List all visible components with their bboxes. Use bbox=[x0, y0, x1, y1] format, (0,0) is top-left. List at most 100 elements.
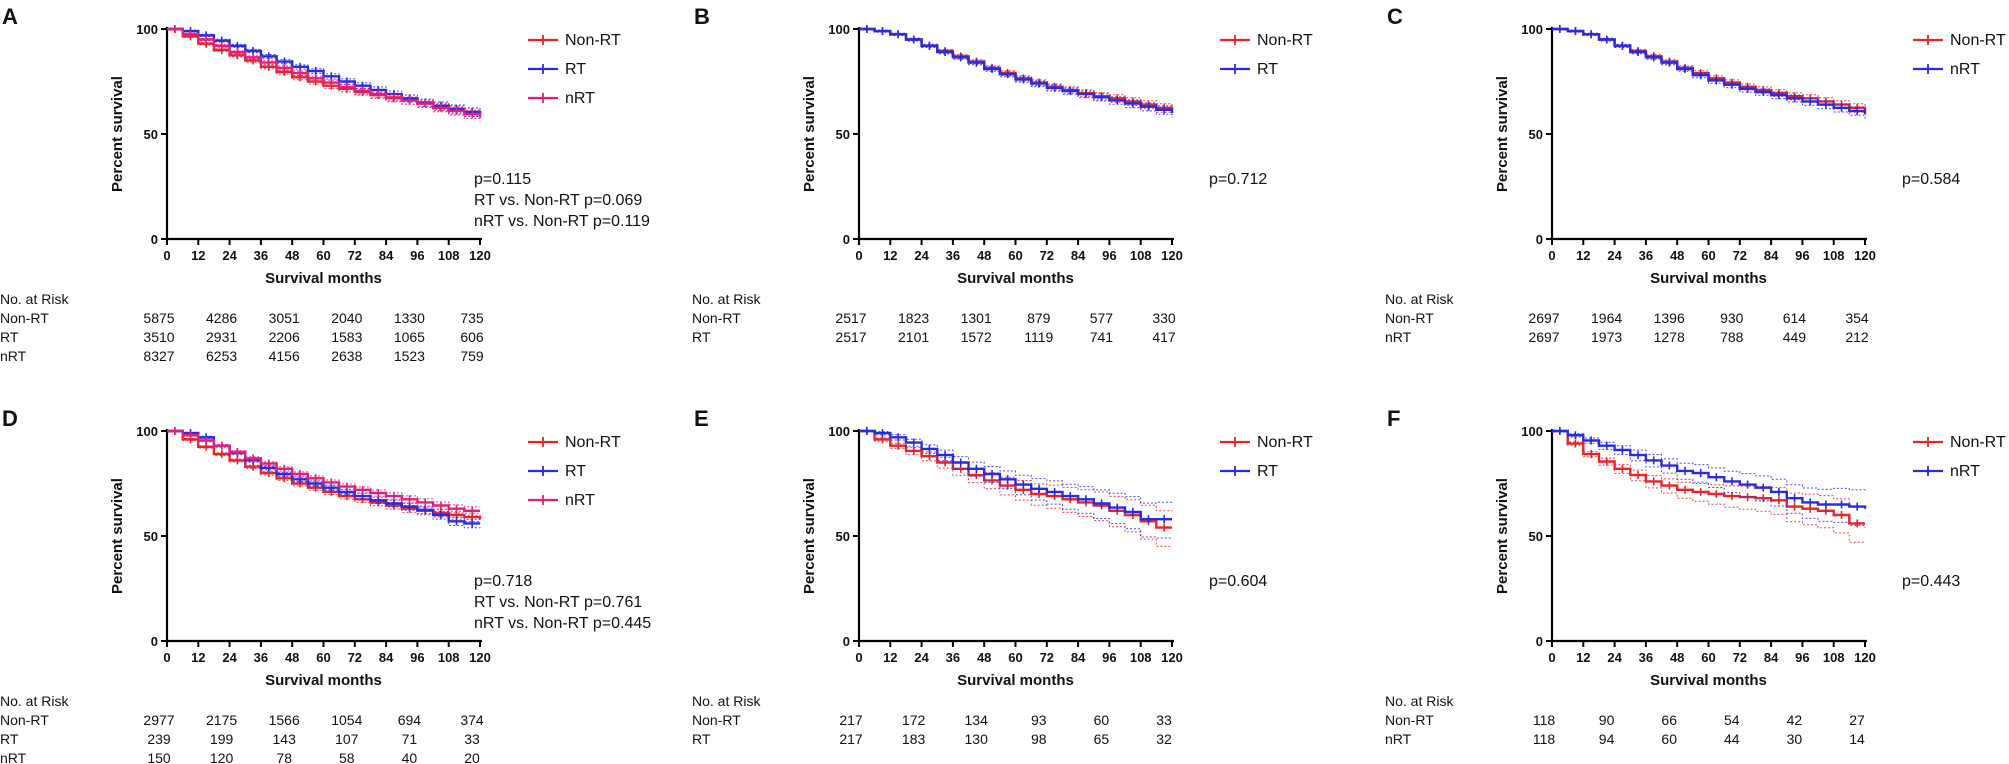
x-tick-label: 36 bbox=[254, 650, 268, 665]
risk-value: 90 bbox=[1599, 712, 1615, 728]
risk-value: 217 bbox=[839, 712, 863, 728]
ci-upper-non-rt bbox=[1552, 28, 1866, 107]
risk-value: 374 bbox=[460, 712, 484, 728]
risk-value: 130 bbox=[965, 731, 989, 747]
risk-value: 4286 bbox=[206, 310, 237, 326]
x-tick-label: 24 bbox=[222, 650, 237, 665]
risk-table-header: No. at Risk bbox=[692, 291, 761, 307]
risk-value: 172 bbox=[902, 712, 926, 728]
risk-value: 71 bbox=[402, 731, 418, 747]
risk-value: 449 bbox=[1783, 329, 1807, 345]
x-tick-label: 120 bbox=[1854, 248, 1876, 263]
risk-value: 2040 bbox=[331, 310, 362, 326]
risk-value: 694 bbox=[398, 712, 422, 728]
series-non-rt bbox=[1552, 427, 1866, 543]
risk-table-header: No. at Risk bbox=[1385, 693, 1454, 709]
legend-label: Non-RT bbox=[565, 32, 621, 49]
risk-value: 58 bbox=[339, 750, 355, 764]
ci-lower-rt bbox=[859, 29, 1173, 118]
panel-label: F bbox=[1387, 406, 1400, 431]
risk-row-label: RT bbox=[0, 731, 19, 747]
risk-value: 120 bbox=[210, 750, 234, 764]
y-axis-title: Percent survival bbox=[109, 478, 126, 594]
risk-value: 4156 bbox=[269, 348, 300, 364]
risk-value: 239 bbox=[147, 731, 171, 747]
risk-table-header: No. at Risk bbox=[0, 693, 69, 709]
x-axis-title: Survival months bbox=[265, 270, 382, 287]
x-tick-label: 120 bbox=[1161, 248, 1183, 263]
risk-row-label: nRT bbox=[0, 348, 27, 364]
legend-label: nRT bbox=[565, 90, 595, 107]
survival-curve-rt bbox=[859, 27, 1174, 113]
x-tick-label: 72 bbox=[348, 248, 362, 263]
panel-c: C 0 50 100 0 12 24 36 48 60 72 84 96 108 120 Survival m… bbox=[1385, 4, 2006, 345]
y-tick-label: 100 bbox=[828, 22, 850, 37]
x-tick-label: 108 bbox=[1130, 248, 1152, 263]
ci-upper-non-rt bbox=[167, 28, 481, 111]
y-tick-label: 50 bbox=[836, 127, 850, 142]
risk-value: 44 bbox=[1724, 731, 1740, 747]
x-tick-label: 0 bbox=[1548, 650, 1555, 665]
y-tick-label: 0 bbox=[151, 634, 158, 649]
risk-value: 107 bbox=[335, 731, 359, 747]
risk-value: 20 bbox=[464, 750, 480, 764]
x-tick-label: 12 bbox=[191, 650, 205, 665]
x-tick-label: 72 bbox=[348, 650, 362, 665]
p-value: nRT vs. Non-RT p=0.119 bbox=[474, 213, 650, 230]
x-axis-title: Survival months bbox=[957, 270, 1074, 287]
panel-label: B bbox=[694, 4, 710, 29]
panel-b: B 0 50 100 0 12 24 36 48 60 72 84 96 108 120 Survival m… bbox=[692, 4, 1313, 345]
risk-value: 3051 bbox=[269, 310, 300, 326]
risk-value: 2517 bbox=[835, 329, 866, 345]
risk-value: 2977 bbox=[143, 712, 174, 728]
x-tick-label: 120 bbox=[1161, 650, 1183, 665]
y-tick-label: 50 bbox=[836, 529, 850, 544]
risk-row-label: nRT bbox=[1385, 329, 1412, 345]
ci-lower-nrt bbox=[1552, 431, 1866, 528]
survival-curve-nrt bbox=[1552, 27, 1867, 115]
legend-label: Non-RT bbox=[1950, 32, 2006, 49]
y-tick-label: 100 bbox=[1521, 22, 1543, 37]
risk-value: 143 bbox=[273, 731, 297, 747]
risk-value: 879 bbox=[1027, 310, 1051, 326]
risk-row-label: Non-RT bbox=[1385, 712, 1434, 728]
ci-upper-rt bbox=[859, 430, 1173, 504]
risk-value: 1523 bbox=[394, 348, 425, 364]
risk-value: 6253 bbox=[206, 348, 237, 364]
x-tick-label: 60 bbox=[1701, 650, 1715, 665]
x-tick-label: 84 bbox=[379, 248, 394, 263]
x-tick-label: 72 bbox=[1733, 248, 1747, 263]
x-tick-label: 96 bbox=[1102, 248, 1116, 263]
x-tick-label: 96 bbox=[1795, 248, 1809, 263]
x-tick-label: 12 bbox=[1576, 248, 1590, 263]
risk-value: 1301 bbox=[961, 310, 992, 326]
risk-value: 14 bbox=[1849, 731, 1865, 747]
risk-row-label: Non-RT bbox=[0, 712, 49, 728]
series-nrt bbox=[167, 427, 481, 516]
x-tick-label: 48 bbox=[285, 248, 299, 263]
risk-value: 118 bbox=[1533, 731, 1556, 747]
legend-label: nRT bbox=[1950, 463, 1980, 480]
risk-row-label: nRT bbox=[1385, 731, 1412, 747]
y-axis-title: Percent survival bbox=[801, 478, 818, 594]
risk-value: 1278 bbox=[1654, 329, 1685, 345]
legend-label: Non-RT bbox=[565, 434, 621, 451]
risk-value: 94 bbox=[1599, 731, 1615, 747]
risk-value: 741 bbox=[1090, 329, 1114, 345]
x-tick-label: 12 bbox=[1576, 650, 1590, 665]
risk-value: 417 bbox=[1152, 329, 1176, 345]
x-tick-label: 60 bbox=[316, 248, 330, 263]
ci-lower-non-rt bbox=[859, 431, 1173, 547]
legend-label: RT bbox=[565, 61, 586, 78]
x-tick-label: 0 bbox=[1548, 248, 1555, 263]
series-nrt bbox=[1552, 25, 1867, 119]
y-tick-label: 0 bbox=[843, 634, 850, 649]
risk-table-header: No. at Risk bbox=[692, 693, 761, 709]
panel-label: C bbox=[1387, 4, 1403, 29]
risk-value: 150 bbox=[147, 750, 171, 764]
p-value: p=0.115 bbox=[474, 171, 531, 188]
p-value: p=0.443 bbox=[1902, 573, 1960, 590]
legend-label: nRT bbox=[1950, 61, 1980, 78]
x-tick-label: 108 bbox=[1823, 650, 1845, 665]
x-axis-title: Survival months bbox=[1650, 270, 1767, 287]
